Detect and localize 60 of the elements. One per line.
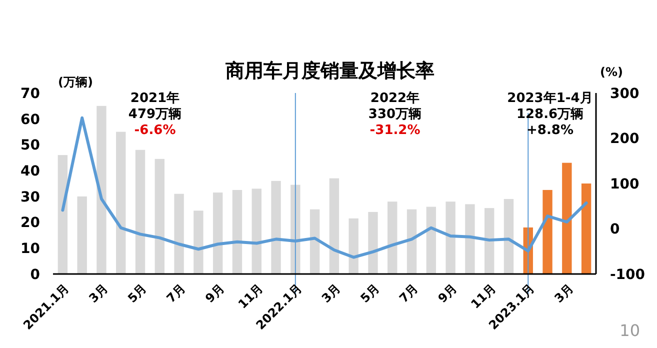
bar xyxy=(348,218,358,274)
bar xyxy=(154,158,165,274)
annotation: 128.6万辆 xyxy=(516,107,584,122)
bar xyxy=(504,199,514,274)
chart-title: 商用车月度销量及增长率 xyxy=(224,60,434,82)
bar xyxy=(174,194,184,274)
bar xyxy=(58,155,68,274)
y-tick-label: 10 xyxy=(20,241,40,258)
bar xyxy=(542,190,552,274)
bar xyxy=(562,162,572,274)
y2-tick-label: -100 xyxy=(610,266,646,283)
bar xyxy=(484,208,494,274)
y-tick-label: 50 xyxy=(20,138,40,154)
x-tick-label: 7月 xyxy=(164,281,188,306)
bar xyxy=(329,178,340,274)
bar xyxy=(232,190,242,274)
bar xyxy=(271,180,281,274)
y2-axis-title: (%) xyxy=(600,65,623,79)
x-tick-label: 7月 xyxy=(396,281,421,306)
y-tick-label: 0 xyxy=(30,266,40,283)
y-axis-title: (万辆) xyxy=(58,75,93,89)
y2-tick-label: 0 xyxy=(610,222,620,238)
y-tick-label: 60 xyxy=(20,112,40,128)
y2-tick-label: 200 xyxy=(610,131,640,148)
bar xyxy=(368,212,378,274)
bar xyxy=(96,106,106,274)
x-tick-label: 5月 xyxy=(358,281,382,306)
bar xyxy=(581,184,592,274)
annotation: -31.2% xyxy=(370,123,420,138)
annotation: 2021年 xyxy=(130,91,180,106)
bar xyxy=(252,188,262,274)
y2-tick-label: 100 xyxy=(610,176,640,192)
annotation: 330万辆 xyxy=(368,107,422,122)
bar xyxy=(135,150,146,274)
bar xyxy=(388,202,398,274)
bar xyxy=(77,196,87,274)
x-tick-label: 3月 xyxy=(318,281,344,306)
x-tick-label: 3月 xyxy=(552,281,576,306)
annotation: -6.6% xyxy=(134,123,176,138)
y-tick-label: 20 xyxy=(20,215,40,232)
annotation: 479万辆 xyxy=(128,107,182,122)
annotation: 2022年 xyxy=(370,91,420,106)
bar xyxy=(212,192,223,274)
x-tick-label: 5月 xyxy=(125,281,150,306)
y2-tick-label: 300 xyxy=(610,86,640,102)
y-tick-label: 70 xyxy=(20,86,40,102)
x-tick-label: 3月 xyxy=(86,281,111,306)
bar xyxy=(310,209,320,274)
bar xyxy=(446,202,456,274)
annotation: 2023年1-4月 xyxy=(507,91,593,106)
bar xyxy=(406,209,417,274)
x-tick-label: 9月 xyxy=(202,281,227,306)
bar xyxy=(465,204,475,274)
bar xyxy=(116,132,126,274)
y-tick-label: 30 xyxy=(20,189,40,206)
bar xyxy=(194,210,204,274)
y-tick-label: 40 xyxy=(20,163,40,180)
x-tick-label: 9月 xyxy=(435,281,460,306)
bar xyxy=(426,206,436,274)
text: 10 xyxy=(620,321,640,340)
